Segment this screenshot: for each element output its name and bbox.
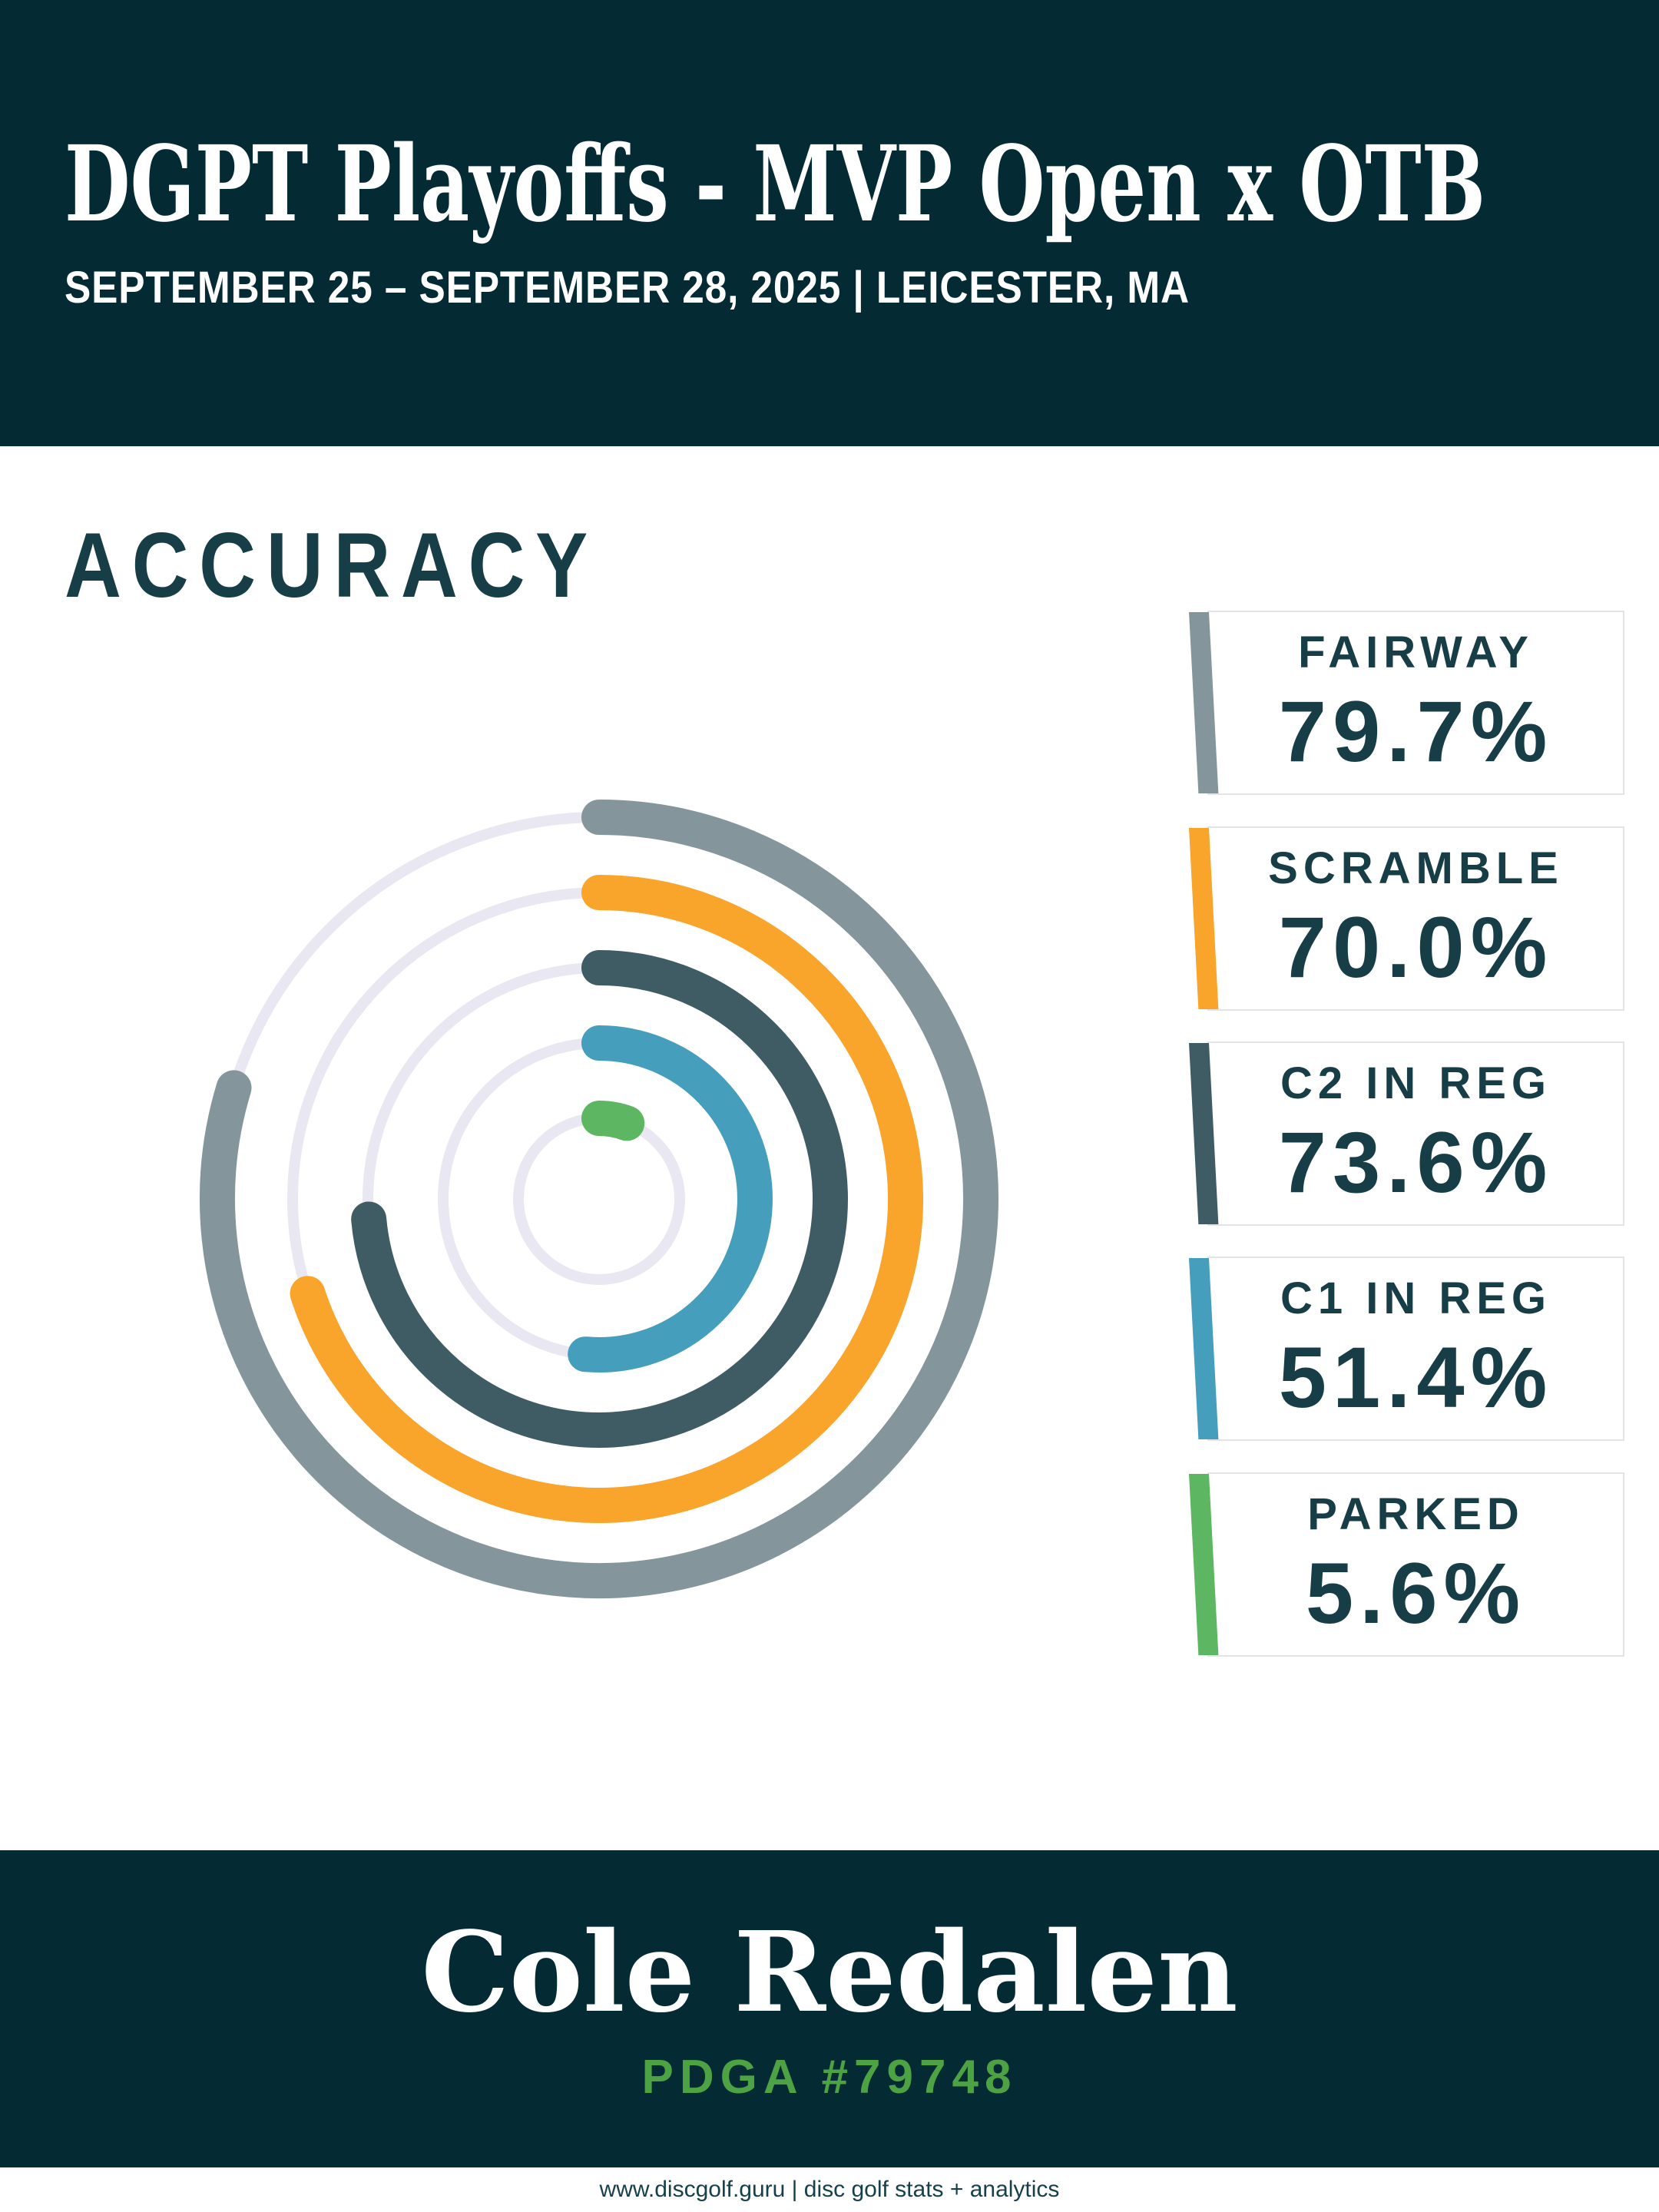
stat-label: PARKED: [1307, 1489, 1525, 1539]
header-banner: DGPT Playoffs - MVP Open x OTB SEPTEMBER…: [0, 0, 1659, 446]
stat-label: SCRAMBLE: [1268, 843, 1564, 893]
stat-label: C2 IN REG: [1280, 1058, 1552, 1108]
stat-label: C1 IN REG: [1280, 1273, 1552, 1323]
stat-value: 73.6%: [1278, 1114, 1554, 1210]
ring-arc-parked: [581, 1101, 645, 1141]
accuracy-radial-chart: [200, 800, 998, 1598]
ring-track: [513, 1113, 685, 1285]
bottom-strip: www.discgolf.guru | disc golf stats + an…: [0, 2167, 1659, 2212]
event-title: DGPT Playoffs - MVP Open x OTB: [65, 123, 1486, 246]
player-pdga-number: PDGA #79748: [641, 2050, 1018, 2104]
event-date-location: SEPTEMBER 25 – SEPTEMBER 28, 2025 | LEIC…: [65, 263, 1190, 313]
ring-arc-scramble: [290, 875, 923, 1523]
stat-value: 5.6%: [1305, 1545, 1527, 1641]
stat-value: 79.7%: [1278, 684, 1554, 780]
ring-arc-fairway: [200, 800, 998, 1598]
stat-box-c1-in-reg: C1 IN REG 51.4%: [1189, 1257, 1624, 1441]
stat-value: 70.0%: [1278, 899, 1554, 995]
ring-arc-c2-in-reg: [351, 950, 848, 1448]
site-tagline: www.discgolf.guru | disc golf stats + an…: [599, 2177, 1060, 2202]
stat-box-c2-in-reg: C2 IN REG 73.6%: [1189, 1041, 1624, 1226]
stat-label: FAIRWAY: [1298, 628, 1534, 677]
stat-box-scramble: SCRAMBLE 70.0%: [1189, 826, 1624, 1011]
section-title-accuracy: ACCURACY: [65, 514, 598, 617]
stat-box-parked: PARKED 5.6%: [1189, 1472, 1624, 1657]
stat-box-fairway: FAIRWAY 79.7%: [1189, 611, 1624, 795]
footer-banner: Cole Redalen PDGA #79748: [0, 1850, 1659, 2167]
player-name: Cole Redalen: [421, 1906, 1238, 2037]
ring-arc-c1-in-reg: [568, 1025, 773, 1373]
stat-value: 51.4%: [1278, 1330, 1554, 1426]
